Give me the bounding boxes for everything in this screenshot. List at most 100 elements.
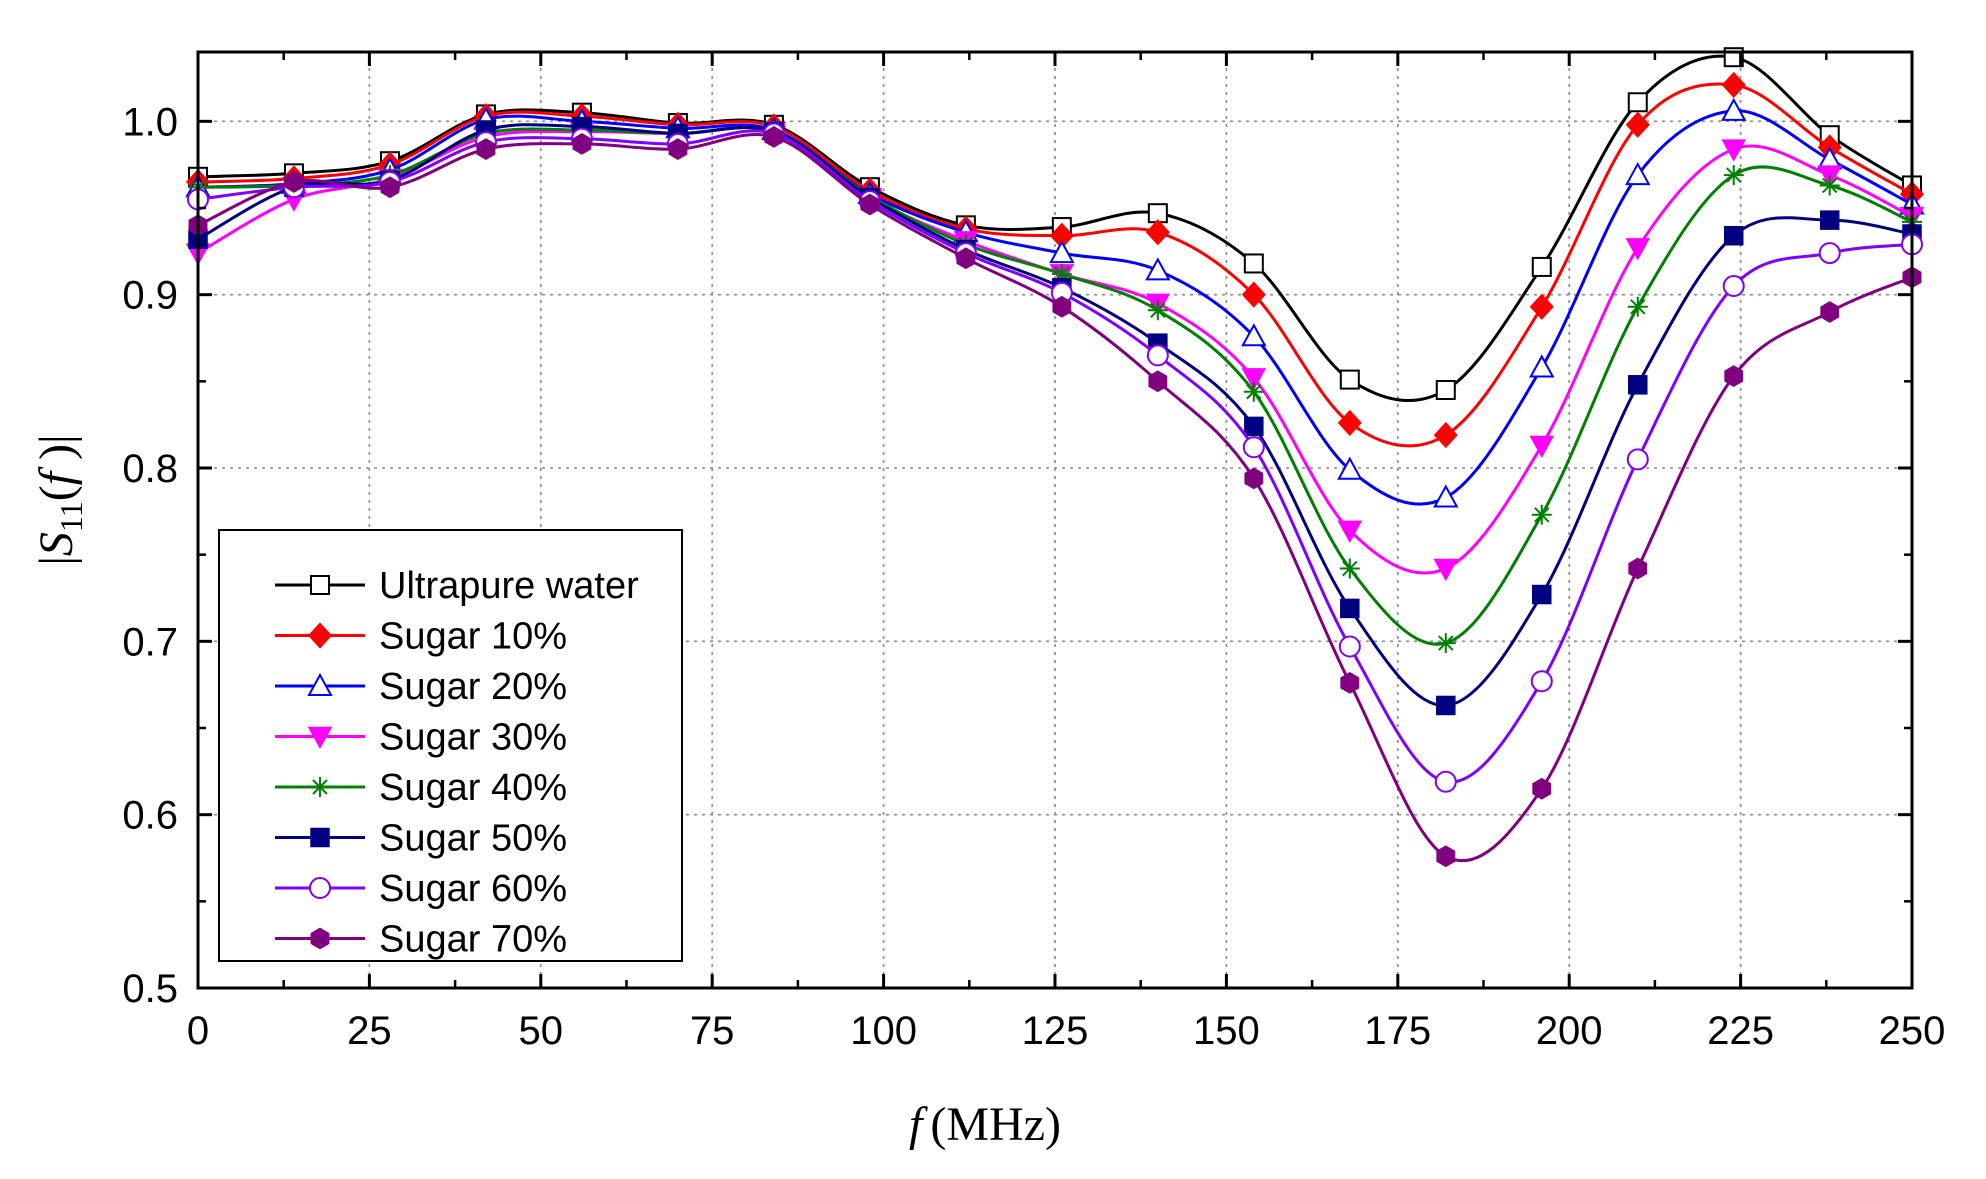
data-point-sugar-70 (956, 247, 976, 270)
data-point-sugar-40 (1339, 558, 1360, 579)
data-point-sugar-70 (1340, 672, 1360, 694)
data-point-sugar-70 (1436, 845, 1456, 868)
data-point-sugar-50 (1340, 598, 1360, 619)
x-tick-label: 125 (1022, 1009, 1089, 1053)
data-point-sugar-70 (1244, 467, 1264, 490)
data-point-sugar-10 (1241, 281, 1266, 308)
legend-item-ultrapure-water: Ultrapure water (275, 565, 639, 607)
data-point-sugar-20 (1625, 161, 1651, 186)
data-point-sugar-30 (1529, 435, 1555, 459)
data-point-sugar-10 (1721, 71, 1746, 99)
data-point-sugar-20 (1145, 257, 1171, 281)
data-point-sugar-50 (1244, 416, 1264, 437)
legend-label: Sugar 20% (379, 666, 567, 708)
data-point-sugar-60 (1530, 670, 1553, 693)
data-point-sugar-70 (1532, 777, 1552, 800)
data-point-sugar-70 (1628, 557, 1648, 580)
data-point-sugar-70 (1820, 301, 1840, 323)
data-point-sugar-40 (1627, 296, 1648, 317)
data-point-sugar-30 (1625, 238, 1651, 261)
x-tick-label: 100 (850, 1009, 917, 1053)
data-point-sugar-70 (1148, 370, 1168, 393)
legend-marker (310, 575, 330, 595)
legend-marker (310, 777, 330, 797)
x-tick-label: 25 (347, 1009, 392, 1053)
x-axis-title: f (MHz) (909, 1098, 1061, 1151)
legend-marker (307, 622, 333, 649)
data-point-sugar-70 (476, 138, 496, 160)
data-point-sugar-70 (380, 176, 400, 199)
data-point-sugar-60 (1146, 344, 1169, 367)
legend-label: Sugar 60% (379, 868, 567, 910)
data-point-ultrapure-water (1339, 369, 1360, 390)
data-point-sugar-20 (1433, 484, 1459, 508)
legend-item-sugar-50: Sugar 50% (275, 818, 567, 860)
x-tick-label: 175 (1364, 1009, 1431, 1053)
legend-marker (309, 877, 331, 899)
svg-text:f(MHz): f (MHz) (909, 1098, 1061, 1151)
x-tick-label: 75 (690, 1009, 735, 1053)
legend-item-sugar-70: Sugar 70% (275, 919, 567, 961)
y-tick-label: 1.0 (122, 100, 178, 144)
legend-label: Sugar 40% (379, 767, 567, 809)
legend-item-sugar-30: Sugar 30% (275, 717, 567, 759)
data-point-sugar-40 (1531, 504, 1552, 525)
data-point-sugar-70 (668, 138, 688, 160)
x-tick-label: 225 (1707, 1009, 1774, 1053)
legend-item-sugar-60: Sugar 60% (275, 868, 567, 910)
legend-marker (307, 726, 333, 750)
x-tick-label: 0 (187, 1009, 209, 1053)
data-point-sugar-70 (284, 171, 304, 193)
x-tick-label: 250 (1879, 1009, 1946, 1053)
data-point-sugar-30 (1433, 558, 1459, 582)
data-point-sugar-20 (1721, 97, 1747, 121)
data-point-ultrapure-water (1531, 256, 1552, 277)
data-point-sugar-40 (1435, 633, 1456, 654)
x-tick-label: 200 (1536, 1009, 1603, 1053)
data-point-sugar-40 (1051, 263, 1072, 284)
data-point-sugar-20 (1049, 239, 1075, 264)
y-tick-label: 0.9 (122, 274, 178, 318)
x-tick-label: 150 (1193, 1009, 1260, 1053)
y-tick-label: 0.7 (122, 620, 178, 664)
data-point-sugar-50 (1628, 375, 1648, 395)
y-axis-title: |S11(f )| (30, 434, 89, 565)
data-point-sugar-50 (1532, 584, 1552, 605)
data-point-ultrapure-water (1627, 92, 1648, 113)
legend-label: Sugar 10% (379, 616, 567, 658)
data-point-sugar-70 (1052, 295, 1072, 318)
data-point-sugar-70 (860, 193, 880, 216)
data-point-sugar-40 (1243, 381, 1264, 402)
y-tick-label: 0.8 (122, 447, 178, 491)
data-point-sugar-10 (1337, 409, 1362, 437)
data-point-sugar-10 (1145, 219, 1170, 246)
data-point-sugar-50 (1723, 225, 1744, 246)
data-point-sugar-10 (1433, 421, 1458, 449)
svg-text:|S11(f )|: |S11(f )| (30, 434, 89, 565)
data-point-sugar-50 (1436, 695, 1456, 716)
data-point-sugar-20 (1337, 456, 1363, 480)
data-point-sugar-20 (1241, 323, 1267, 347)
legend-item-sugar-20: Sugar 20% (275, 666, 567, 708)
data-point-sugar-20 (1529, 354, 1555, 378)
data-point-sugar-10 (1529, 293, 1554, 320)
data-point-sugar-60 (1242, 436, 1265, 459)
data-point-sugar-70 (572, 133, 592, 155)
legend-marker (310, 927, 330, 950)
legend-label: Sugar 50% (379, 818, 567, 860)
data-point-sugar-60 (1722, 275, 1745, 297)
data-point-sugar-30 (1241, 368, 1267, 391)
legend-label: Sugar 30% (379, 717, 567, 759)
data-point-sugar-70 (1724, 365, 1744, 387)
legend-marker (310, 827, 330, 848)
data-point-sugar-60 (1626, 448, 1649, 471)
data-point-sugar-10 (1625, 111, 1650, 138)
data-point-sugar-60 (1338, 635, 1361, 658)
data-point-sugar-70 (764, 126, 784, 148)
data-point-sugar-40 (1819, 175, 1840, 196)
legend-marker (307, 672, 333, 696)
data-point-sugar-40 (1723, 165, 1744, 186)
y-tick-label: 0.5 (122, 967, 178, 1011)
